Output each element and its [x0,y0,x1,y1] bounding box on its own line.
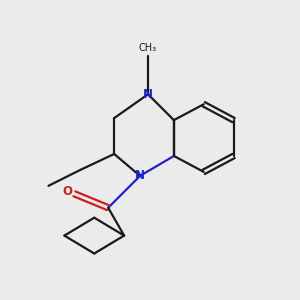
Text: N: N [143,88,153,101]
Text: CH₃: CH₃ [139,44,157,53]
Text: N: N [135,169,145,182]
Text: O: O [62,185,72,198]
